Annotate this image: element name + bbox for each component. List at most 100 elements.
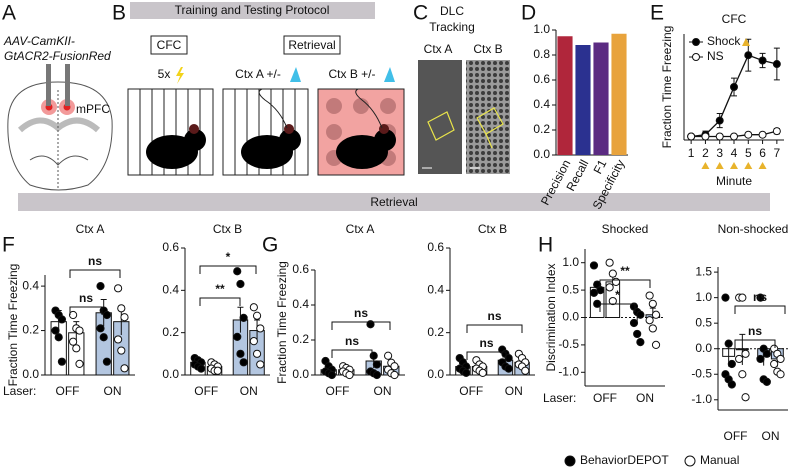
point	[645, 291, 654, 300]
point	[756, 354, 765, 364]
x-tick-label: 5	[745, 146, 752, 160]
y-tick-label: 1.0	[562, 255, 579, 269]
x-tick-label: 6	[759, 146, 766, 160]
point	[252, 311, 262, 320]
point	[758, 56, 767, 65]
bracket	[199, 297, 241, 306]
y-axis-label: Fraction Time Freezing	[660, 26, 674, 149]
point	[701, 132, 710, 141]
point	[758, 130, 767, 139]
x-axis-label: Laser:	[3, 384, 36, 398]
x-tick-label: ON	[240, 384, 258, 398]
point	[721, 293, 730, 302]
point	[741, 349, 750, 358]
point	[57, 357, 67, 366]
point	[762, 377, 771, 387]
point	[117, 346, 126, 355]
point	[345, 370, 354, 380]
legend-label: Manual	[700, 453, 739, 467]
point	[372, 360, 382, 369]
y-tick-label: 1.0	[695, 290, 712, 304]
y-tick-label: -0.5	[558, 337, 579, 351]
point	[738, 370, 747, 379]
x-tick-label: ON	[636, 391, 654, 405]
bracket	[466, 351, 507, 360]
point	[715, 132, 724, 141]
point	[735, 354, 744, 364]
point	[687, 132, 696, 141]
point	[727, 380, 736, 389]
tether	[258, 88, 288, 129]
x-tick-label: OFF	[724, 429, 748, 443]
significance-label: ns	[487, 309, 501, 323]
laser-icon	[290, 67, 301, 82]
bracket	[599, 303, 636, 312]
point	[589, 261, 599, 270]
region-label: mPFC	[76, 102, 110, 116]
x-tick-label: 2	[702, 146, 709, 160]
legend-marker	[684, 455, 696, 467]
x-axis-label: Laser:	[543, 391, 576, 405]
x-tick-label: F1	[591, 157, 610, 176]
section-title: Retrieval	[370, 195, 417, 209]
y-tick-label: 0.8	[533, 47, 550, 61]
shock-marker	[701, 162, 710, 169]
bar	[575, 45, 591, 155]
panel-letter: G	[262, 234, 278, 257]
y-tick-label: 0.0	[22, 367, 39, 381]
point	[636, 338, 645, 347]
banner-title: Training and Testing Protocol	[175, 3, 330, 17]
point	[75, 326, 84, 335]
chart-title: Ctx B	[478, 222, 507, 236]
point	[645, 316, 654, 325]
point	[756, 293, 765, 302]
chart-title: Ctx B	[213, 222, 242, 236]
y-tick-label: 0.5	[562, 282, 579, 296]
panel-title: DLC	[440, 4, 464, 18]
point	[113, 335, 123, 344]
legend-marker	[564, 455, 576, 467]
x-tick-label: 4	[731, 146, 738, 160]
point	[51, 326, 60, 335]
stage-label: CFC	[157, 38, 182, 52]
x-tick-label: ON	[104, 384, 122, 398]
point	[608, 296, 617, 306]
x-tick-label: OFF	[593, 391, 617, 405]
chart-title: Ctx A	[76, 222, 105, 236]
point	[772, 127, 781, 136]
point	[256, 324, 265, 333]
significance-label: *	[615, 288, 620, 302]
point	[744, 130, 753, 139]
condition-label: Ctx A +/-	[235, 67, 281, 81]
panel-letter: D	[521, 2, 536, 25]
tether	[355, 88, 383, 129]
point	[611, 277, 621, 286]
point	[651, 310, 661, 319]
y-tick-label: -0.5	[691, 366, 712, 380]
pose-skeleton	[427, 111, 455, 141]
point	[372, 370, 382, 380]
legend-label: BehaviorDEPOT	[580, 453, 669, 467]
point	[636, 310, 645, 319]
y-tick-label: 0.0	[292, 367, 309, 381]
panel-letter: B	[112, 2, 126, 25]
point	[72, 344, 81, 353]
banner	[18, 193, 770, 211]
point	[197, 364, 206, 373]
y-tick-label: 0.2	[533, 122, 550, 136]
y-tick-label: 0.2	[427, 325, 444, 339]
bracket	[331, 349, 373, 358]
bracket	[199, 265, 257, 274]
point	[504, 364, 513, 373]
shock-marker	[715, 162, 724, 169]
x-tick-label: OFF	[194, 384, 218, 398]
shock-marker	[730, 162, 738, 169]
point	[738, 293, 747, 302]
bar	[593, 42, 609, 155]
y-axis-label: Discrimination Index	[544, 263, 558, 371]
panel-letter: F	[2, 234, 15, 257]
x-tick-label: OFF	[326, 384, 350, 398]
chart-title: CFC	[722, 12, 747, 26]
panel-letter: C	[413, 2, 428, 25]
